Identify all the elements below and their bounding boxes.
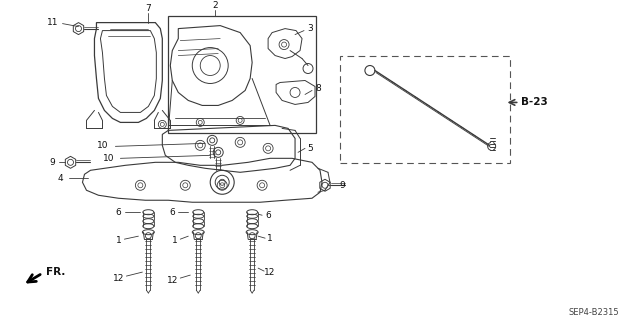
Bar xyxy=(340,56,509,163)
Text: FR.: FR. xyxy=(46,267,65,277)
Text: 2: 2 xyxy=(212,1,218,10)
Text: 3: 3 xyxy=(307,24,313,33)
Text: 1: 1 xyxy=(172,236,178,245)
Text: 6: 6 xyxy=(265,211,271,220)
Text: 9: 9 xyxy=(339,181,345,190)
Text: 6: 6 xyxy=(116,208,122,217)
Text: 4: 4 xyxy=(58,174,63,183)
Text: 12: 12 xyxy=(264,268,276,276)
Text: 12: 12 xyxy=(166,276,178,284)
Text: 11: 11 xyxy=(47,18,58,27)
Text: 6: 6 xyxy=(170,208,175,217)
Text: 10: 10 xyxy=(102,154,114,163)
Text: 5: 5 xyxy=(307,144,313,153)
Text: B-23: B-23 xyxy=(521,98,548,108)
Text: 7: 7 xyxy=(145,4,151,13)
Text: 9: 9 xyxy=(50,158,56,167)
Text: 10: 10 xyxy=(97,141,108,150)
Text: 1: 1 xyxy=(116,236,122,245)
Bar xyxy=(168,16,316,133)
Text: 8: 8 xyxy=(315,84,321,93)
Text: SEP4-B2315: SEP4-B2315 xyxy=(569,308,620,316)
Text: 12: 12 xyxy=(113,274,124,283)
Text: 1: 1 xyxy=(268,234,273,243)
